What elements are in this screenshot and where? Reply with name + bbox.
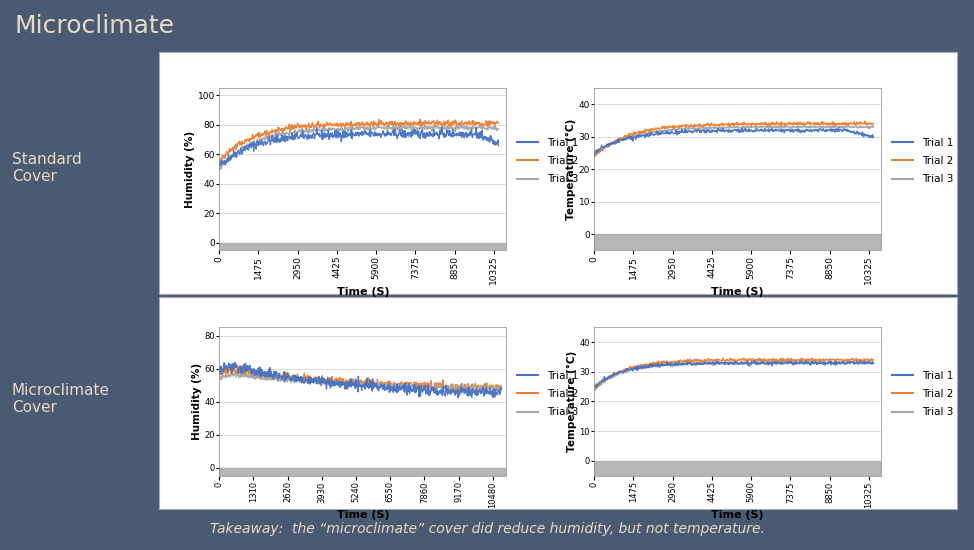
Bar [594, 461, 881, 476]
Bar [219, 468, 506, 476]
X-axis label: Time (S): Time (S) [711, 510, 765, 520]
X-axis label: Time (S): Time (S) [336, 287, 390, 297]
Y-axis label: Humidity (%): Humidity (%) [185, 130, 195, 208]
X-axis label: Time (S): Time (S) [336, 510, 390, 520]
X-axis label: Time (S): Time (S) [711, 287, 765, 297]
Text: Microclimate
Cover: Microclimate Cover [12, 383, 110, 415]
Legend: Trial 1, Trial 2, Trial 3: Trial 1, Trial 2, Trial 3 [892, 371, 953, 417]
Y-axis label: Temperature (°C): Temperature (°C) [566, 118, 576, 220]
Text: Microclimate: Microclimate [15, 14, 174, 38]
Bar [594, 234, 881, 250]
Y-axis label: Humidity (%): Humidity (%) [192, 363, 202, 440]
Y-axis label: Temperature (°C): Temperature (°C) [567, 351, 577, 452]
Legend: Trial 1, Trial 2, Trial 3: Trial 1, Trial 2, Trial 3 [517, 371, 578, 417]
Bar [219, 243, 506, 250]
Legend: Trial 1, Trial 2, Trial 3: Trial 1, Trial 2, Trial 3 [892, 138, 953, 184]
Text: Standard
Cover: Standard Cover [12, 152, 82, 184]
Legend: Trial 1, Trial 2, Trial 3: Trial 1, Trial 2, Trial 3 [517, 138, 578, 184]
Text: Takeaway:  the “microclimate” cover did reduce humidity, but not temperature.: Takeaway: the “microclimate” cover did r… [209, 522, 765, 536]
